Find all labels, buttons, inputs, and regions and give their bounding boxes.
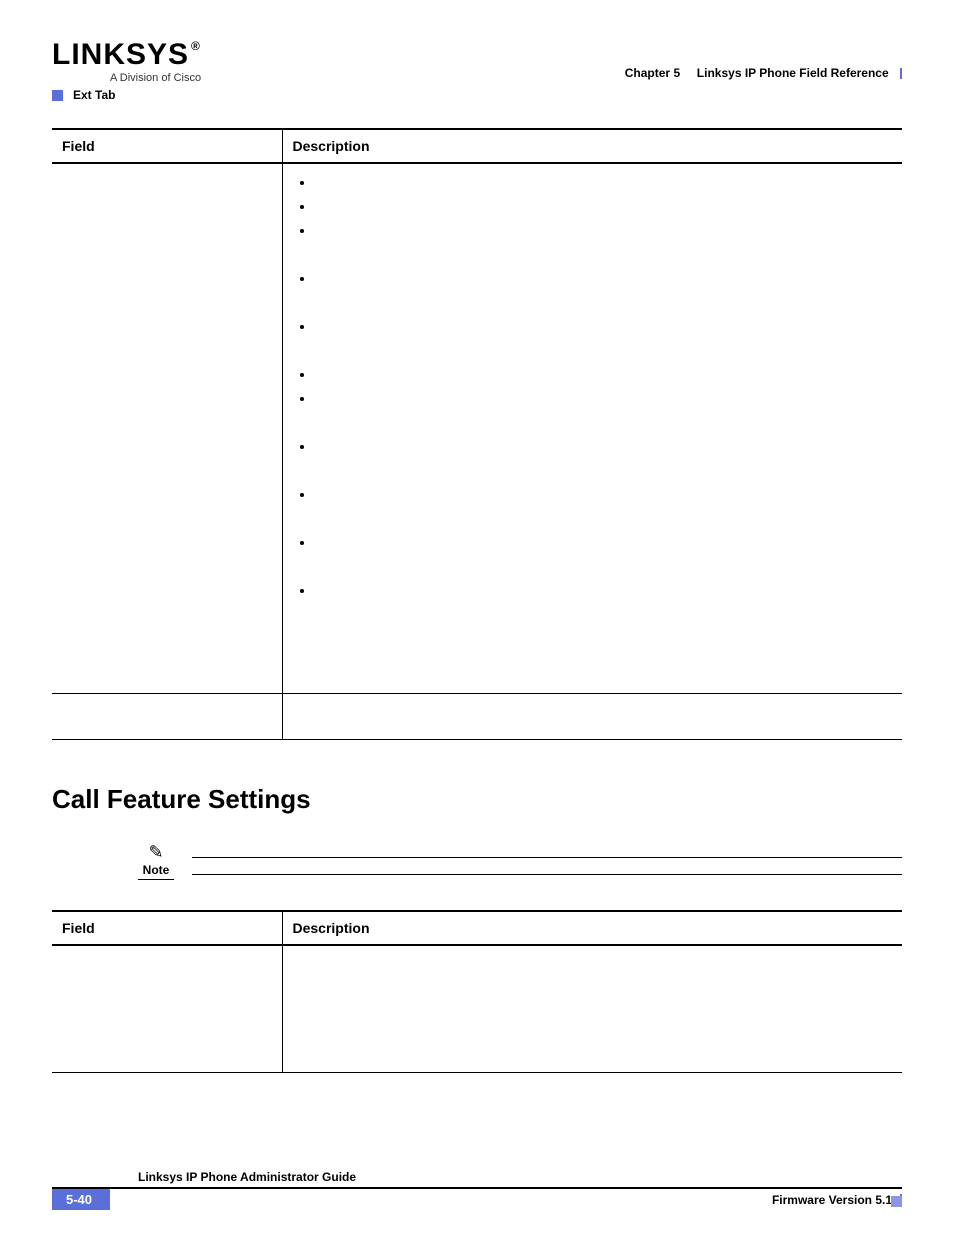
table-row: [52, 945, 902, 1073]
table1-row2-field: [52, 693, 282, 739]
header-divider-icon: [900, 68, 902, 79]
rule-line: [192, 874, 902, 875]
page-header: LINKSYS ® A Division of Cisco Chapter 5 …: [52, 40, 902, 84]
bullet-item: [315, 174, 893, 198]
bullet-item: [315, 486, 893, 510]
table-row: [52, 163, 902, 693]
reference-table-1: Field Description: [52, 128, 902, 740]
logo: LINKSYS ® A Division of Cisco: [52, 40, 201, 84]
page-footer: Linksys IP Phone Administrator Guide 5-4…: [52, 1170, 902, 1207]
bullet-item: [315, 534, 893, 558]
note-badge: ✎ Note: [138, 843, 174, 880]
footer-marker-icon: [891, 1196, 902, 1207]
chapter-reference: Chapter 5 Linksys IP Phone Field Referen…: [625, 66, 902, 84]
breadcrumb-marker-icon: [52, 90, 63, 101]
firmware-version-label: Firmware Version 5.1: [772, 1193, 892, 1207]
footer-guide-title: Linksys IP Phone Administrator Guide: [138, 1170, 356, 1187]
logo-subtitle: A Division of Cisco: [110, 72, 201, 84]
bullet-item: [315, 582, 893, 606]
table1-row1-field: [52, 163, 282, 693]
reference-table-2: Field Description: [52, 910, 902, 1074]
breadcrumb-label: Ext Tab: [73, 88, 115, 102]
bullet-item: [315, 318, 893, 342]
table2-row1-field: [52, 945, 282, 1073]
table1-header-description: Description: [282, 129, 902, 163]
section-heading: Call Feature Settings: [52, 784, 902, 815]
table-row: [52, 693, 902, 739]
bullet-item: [315, 222, 893, 246]
pencil-icon: ✎: [148, 843, 163, 861]
bullet-item: [315, 438, 893, 462]
note-rule-lines: [192, 843, 902, 875]
logo-text: LINKSYS: [52, 40, 189, 70]
breadcrumb: Ext Tab: [52, 88, 902, 102]
rule-line: [192, 857, 902, 858]
note-block: ✎ Note: [138, 843, 902, 880]
logo-registered: ®: [191, 40, 201, 52]
bullet-item: [315, 366, 893, 390]
footer-version: Firmware Version 5.1: [772, 1193, 902, 1207]
table2-row1-description: [282, 945, 902, 1073]
table2-header-field: Field: [52, 911, 282, 945]
table1-header-field: Field: [52, 129, 282, 163]
table1-row1-description: [282, 163, 902, 693]
table1-row2-description: [282, 693, 902, 739]
bullet-list: [315, 174, 893, 606]
page-number-badge: 5-40: [52, 1189, 110, 1210]
bullet-item: [315, 198, 893, 222]
chapter-number: Chapter 5: [625, 66, 680, 80]
note-label: Note: [143, 863, 170, 877]
bullet-item: [315, 270, 893, 294]
chapter-title: Linksys IP Phone Field Reference: [697, 66, 889, 80]
table2-header-description: Description: [282, 911, 902, 945]
bullet-item: [315, 390, 893, 414]
